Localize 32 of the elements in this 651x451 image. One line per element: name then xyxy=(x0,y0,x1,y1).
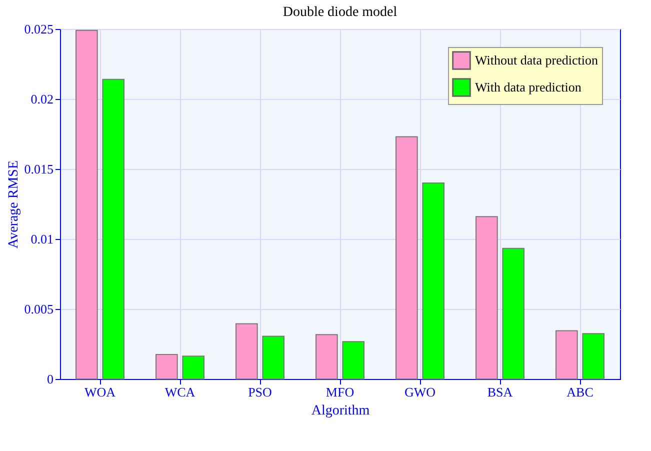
bar xyxy=(422,182,444,380)
x-tick-label: ABC xyxy=(566,384,594,400)
bar xyxy=(102,78,124,380)
bar xyxy=(76,30,98,380)
x-tick-label: WOA xyxy=(84,384,116,400)
x-tick-label: MFO xyxy=(326,384,354,400)
y-tick-label: 0.005 xyxy=(24,302,54,316)
bar xyxy=(236,323,258,380)
bar xyxy=(182,356,204,380)
bar xyxy=(262,336,284,380)
y-tick-label: 0.025 xyxy=(24,22,54,36)
y-tick-label: 0.01 xyxy=(30,232,54,246)
x-tick-label: WCA xyxy=(164,384,196,400)
y-tick-label: 0.02 xyxy=(30,92,54,106)
bar xyxy=(396,136,418,380)
x-axis-title: Algorithm xyxy=(311,404,370,418)
x-tick-label: BSA xyxy=(487,384,514,400)
bar xyxy=(502,248,524,380)
y-axis-title: Average RMSE xyxy=(6,160,22,248)
legend-label: Without data prediction xyxy=(475,52,598,68)
bar xyxy=(582,333,604,380)
bar xyxy=(316,334,338,380)
bar xyxy=(156,354,178,380)
bar xyxy=(476,216,498,380)
chart-title: Double diode model xyxy=(282,5,398,20)
y-tick-label: 0 xyxy=(47,372,54,386)
bar xyxy=(342,341,364,380)
x-tick-label: PSO xyxy=(248,384,272,400)
legend-label: With data prediction xyxy=(475,80,582,94)
bar xyxy=(556,330,578,380)
y-tick-label: 0.015 xyxy=(24,162,54,176)
x-tick-label: GWO xyxy=(404,384,436,400)
